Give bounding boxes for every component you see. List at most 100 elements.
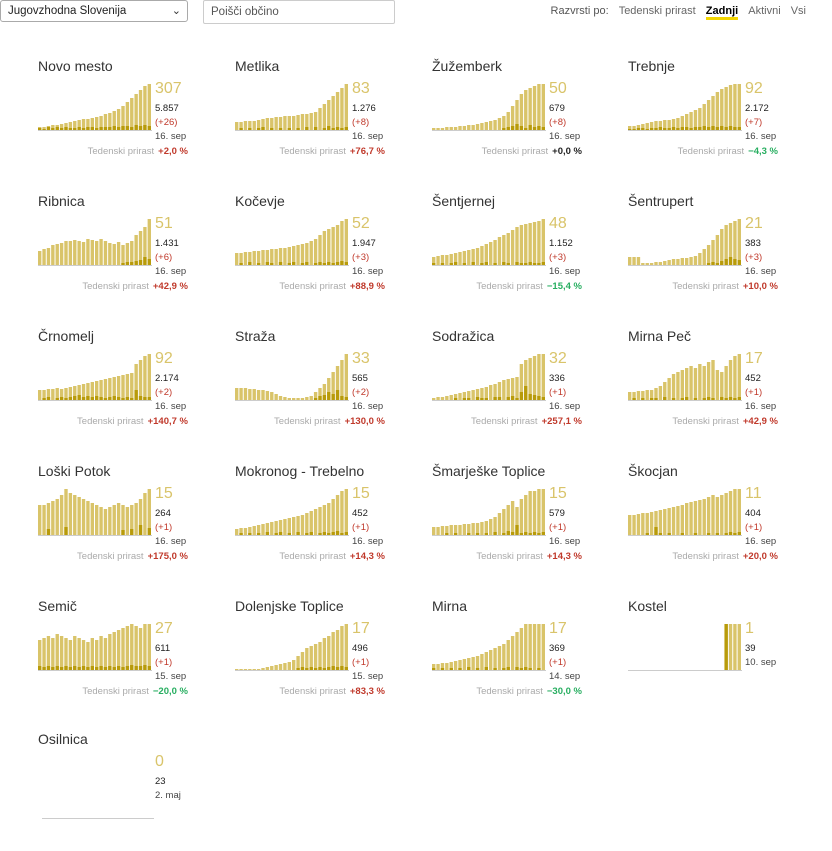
active-cases-bar bbox=[287, 518, 291, 535]
new-cases-bar bbox=[537, 668, 541, 670]
weekly-trend: Tedenski prirast +88,9 % bbox=[279, 281, 385, 292]
municipality-card[interactable]: Škocjan 11 404 (+1) 16. sep Tedenski prirast +… bbox=[628, 463, 808, 583]
municipality-card[interactable]: Trebnje 92 2.172 (+7) 16. sep Tedenski priras… bbox=[628, 58, 808, 178]
new-cases-bar bbox=[676, 128, 680, 130]
active-cases-bar bbox=[121, 505, 125, 535]
new-cases-bar bbox=[528, 125, 532, 130]
municipality-card[interactable]: Dolenjske Toplice 17 496 (+1) 15. sep Tedensk… bbox=[235, 598, 415, 718]
active-cases-bar bbox=[77, 120, 81, 130]
municipality-card[interactable]: Novo mesto 307 5.857 (+26) 16. sep Tedenski p… bbox=[38, 58, 218, 178]
new-cases-bar bbox=[632, 398, 636, 400]
active-cases-bar bbox=[261, 390, 265, 400]
municipality-card[interactable]: Straža 33 565 (+2) 16. sep Tedenski prirast +1… bbox=[235, 328, 415, 448]
new-cases-bar bbox=[59, 397, 64, 400]
municipality-card[interactable]: Žužemberk 50 679 (+8) 16. sep Tedenski priras… bbox=[432, 58, 612, 178]
active-cases-bar bbox=[667, 508, 671, 535]
total-count: 369 bbox=[549, 643, 565, 654]
active-cases-bar bbox=[327, 636, 331, 670]
active-cases-bar bbox=[502, 509, 506, 535]
sort-option-zadnji[interactable]: Zadnji bbox=[705, 6, 739, 20]
new-cases-bar bbox=[121, 667, 125, 670]
weekly-trend-label: Tedenski prirast bbox=[82, 281, 149, 292]
new-cases-bar bbox=[524, 667, 528, 670]
active-cases-bar bbox=[265, 391, 270, 400]
active-cases-bar bbox=[733, 356, 737, 400]
municipality-card[interactable]: Šmarješke Toplice 15 579 (+1) 16. sep Tedensk… bbox=[432, 463, 612, 583]
sort-options: Razvrsti po: Tedenski prirast Zadnji Akt… bbox=[551, 5, 806, 20]
active-cases-bar bbox=[51, 389, 55, 400]
municipality-card[interactable]: Črnomelj 92 2.174 (+2) 16. sep Tedenski prira… bbox=[38, 328, 218, 448]
municipality-card[interactable]: Semič 27 611 (+1) 15. sep Tedenski prirast −20… bbox=[38, 598, 218, 718]
new-cases-bar bbox=[125, 666, 130, 670]
new-cases-bar bbox=[711, 398, 715, 400]
active-cases-bar bbox=[537, 624, 541, 670]
new-cases-bar bbox=[493, 397, 497, 400]
active-cases-bar bbox=[143, 493, 147, 535]
active-count: 27 bbox=[155, 620, 173, 637]
active-cases-bar bbox=[510, 636, 515, 670]
municipality-card[interactable]: Mokronog - Trebelno 15 452 (+1) 16. sep Teden… bbox=[235, 463, 415, 583]
new-cases-bar bbox=[42, 398, 46, 400]
municipality-card[interactable]: Ribnica 51 1.431 (+6) 16. sep Tedenski priras… bbox=[38, 193, 218, 313]
weekly-trend: Tedenski prirast −30,0 % bbox=[476, 686, 582, 697]
weekly-trend: Tedenski prirast −15,4 % bbox=[476, 281, 582, 292]
new-cases-bar bbox=[99, 397, 103, 400]
municipality-card[interactable]: Šentjernej 48 1.152 (+3) 16. sep Tedenski pri… bbox=[432, 193, 612, 313]
weekly-trend-value: +140,7 % bbox=[147, 416, 188, 427]
municipality-card[interactable]: Kočevje 52 1.947 (+3) 16. sep Tedenski priras… bbox=[235, 193, 415, 313]
active-cases-bar bbox=[467, 391, 471, 400]
municipality-card[interactable]: Loški Potok 15 264 (+1) 16. sep Tedenski prir… bbox=[38, 463, 218, 583]
active-cases-bar bbox=[340, 491, 344, 535]
active-cases-bar bbox=[73, 240, 77, 265]
municipality-card[interactable]: Sodražica 32 336 (+1) 16. sep Tedenski priras… bbox=[432, 328, 612, 448]
sort-label: Razvrsti po: bbox=[550, 5, 609, 17]
new-cases-bar bbox=[327, 667, 331, 670]
new-cases-bar bbox=[715, 533, 720, 535]
active-cases-bar bbox=[632, 392, 636, 400]
sort-option-vsi[interactable]: Vsi bbox=[790, 5, 806, 17]
active-cases-bar bbox=[663, 382, 667, 400]
active-cases-bar bbox=[103, 509, 108, 535]
active-cases-bar bbox=[344, 354, 348, 400]
municipality-card[interactable]: Šentrupert 21 383 (+3) 16. sep Tedenski prira… bbox=[628, 193, 808, 313]
municipality-card[interactable]: Mirna 17 369 (+1) 14. sep Tedenski prirast −30… bbox=[432, 598, 612, 718]
last-date: 16. sep bbox=[549, 131, 581, 142]
active-cases-bar bbox=[510, 501, 515, 535]
active-cases-bar bbox=[432, 128, 436, 130]
active-cases-bar bbox=[95, 381, 99, 400]
new-cases-bar bbox=[322, 128, 327, 130]
new-cases-bar bbox=[680, 127, 684, 130]
active-cases-bar bbox=[283, 663, 287, 670]
municipality-card[interactable]: Osilnica 0 23 2. maj bbox=[38, 731, 218, 851]
search-input[interactable] bbox=[203, 0, 395, 24]
active-cases-bar bbox=[265, 250, 270, 265]
divider bbox=[42, 818, 154, 819]
active-cases-bar bbox=[138, 231, 143, 265]
new-cases-bar bbox=[292, 262, 296, 265]
sort-option-aktivni[interactable]: Aktivni bbox=[748, 5, 781, 17]
total-count: 336 bbox=[549, 373, 565, 384]
municipality-card[interactable]: Kostel 1 39 10. sep bbox=[628, 598, 808, 718]
new-cases-bar bbox=[724, 398, 728, 400]
new-cases-bar bbox=[340, 128, 344, 130]
municipality-name: Novo mesto bbox=[38, 58, 113, 74]
active-cases-bar bbox=[453, 525, 458, 535]
sort-option-tedenski-prirast[interactable]: Tedenski prirast bbox=[618, 5, 696, 17]
active-cases-bar bbox=[235, 529, 239, 535]
new-cases-bar bbox=[73, 128, 77, 130]
municipality-card[interactable]: Metlika 83 1.276 (+8) 16. sep Tedenski priras… bbox=[235, 58, 415, 178]
active-cases-bar bbox=[121, 375, 125, 400]
new-cases-bar bbox=[108, 397, 112, 400]
region-select[interactable]: Jugovzhodna Slovenija ⌄ bbox=[0, 0, 188, 22]
active-cases-bar bbox=[436, 664, 440, 670]
active-cases-bar bbox=[261, 250, 265, 265]
active-cases-bar bbox=[305, 648, 309, 670]
weekly-trend-value: +14,3 % bbox=[349, 551, 385, 562]
active-cases-bar bbox=[265, 118, 270, 130]
new-cases-bar bbox=[715, 263, 720, 265]
new-cases-bar bbox=[432, 668, 436, 670]
new-cases-bar bbox=[305, 668, 309, 670]
last-date: 16. sep bbox=[549, 401, 581, 412]
municipality-card[interactable]: Mirna Peč 17 452 (+1) 16. sep Tedenski priras… bbox=[628, 328, 808, 448]
daily-delta: (+1) bbox=[549, 657, 567, 668]
